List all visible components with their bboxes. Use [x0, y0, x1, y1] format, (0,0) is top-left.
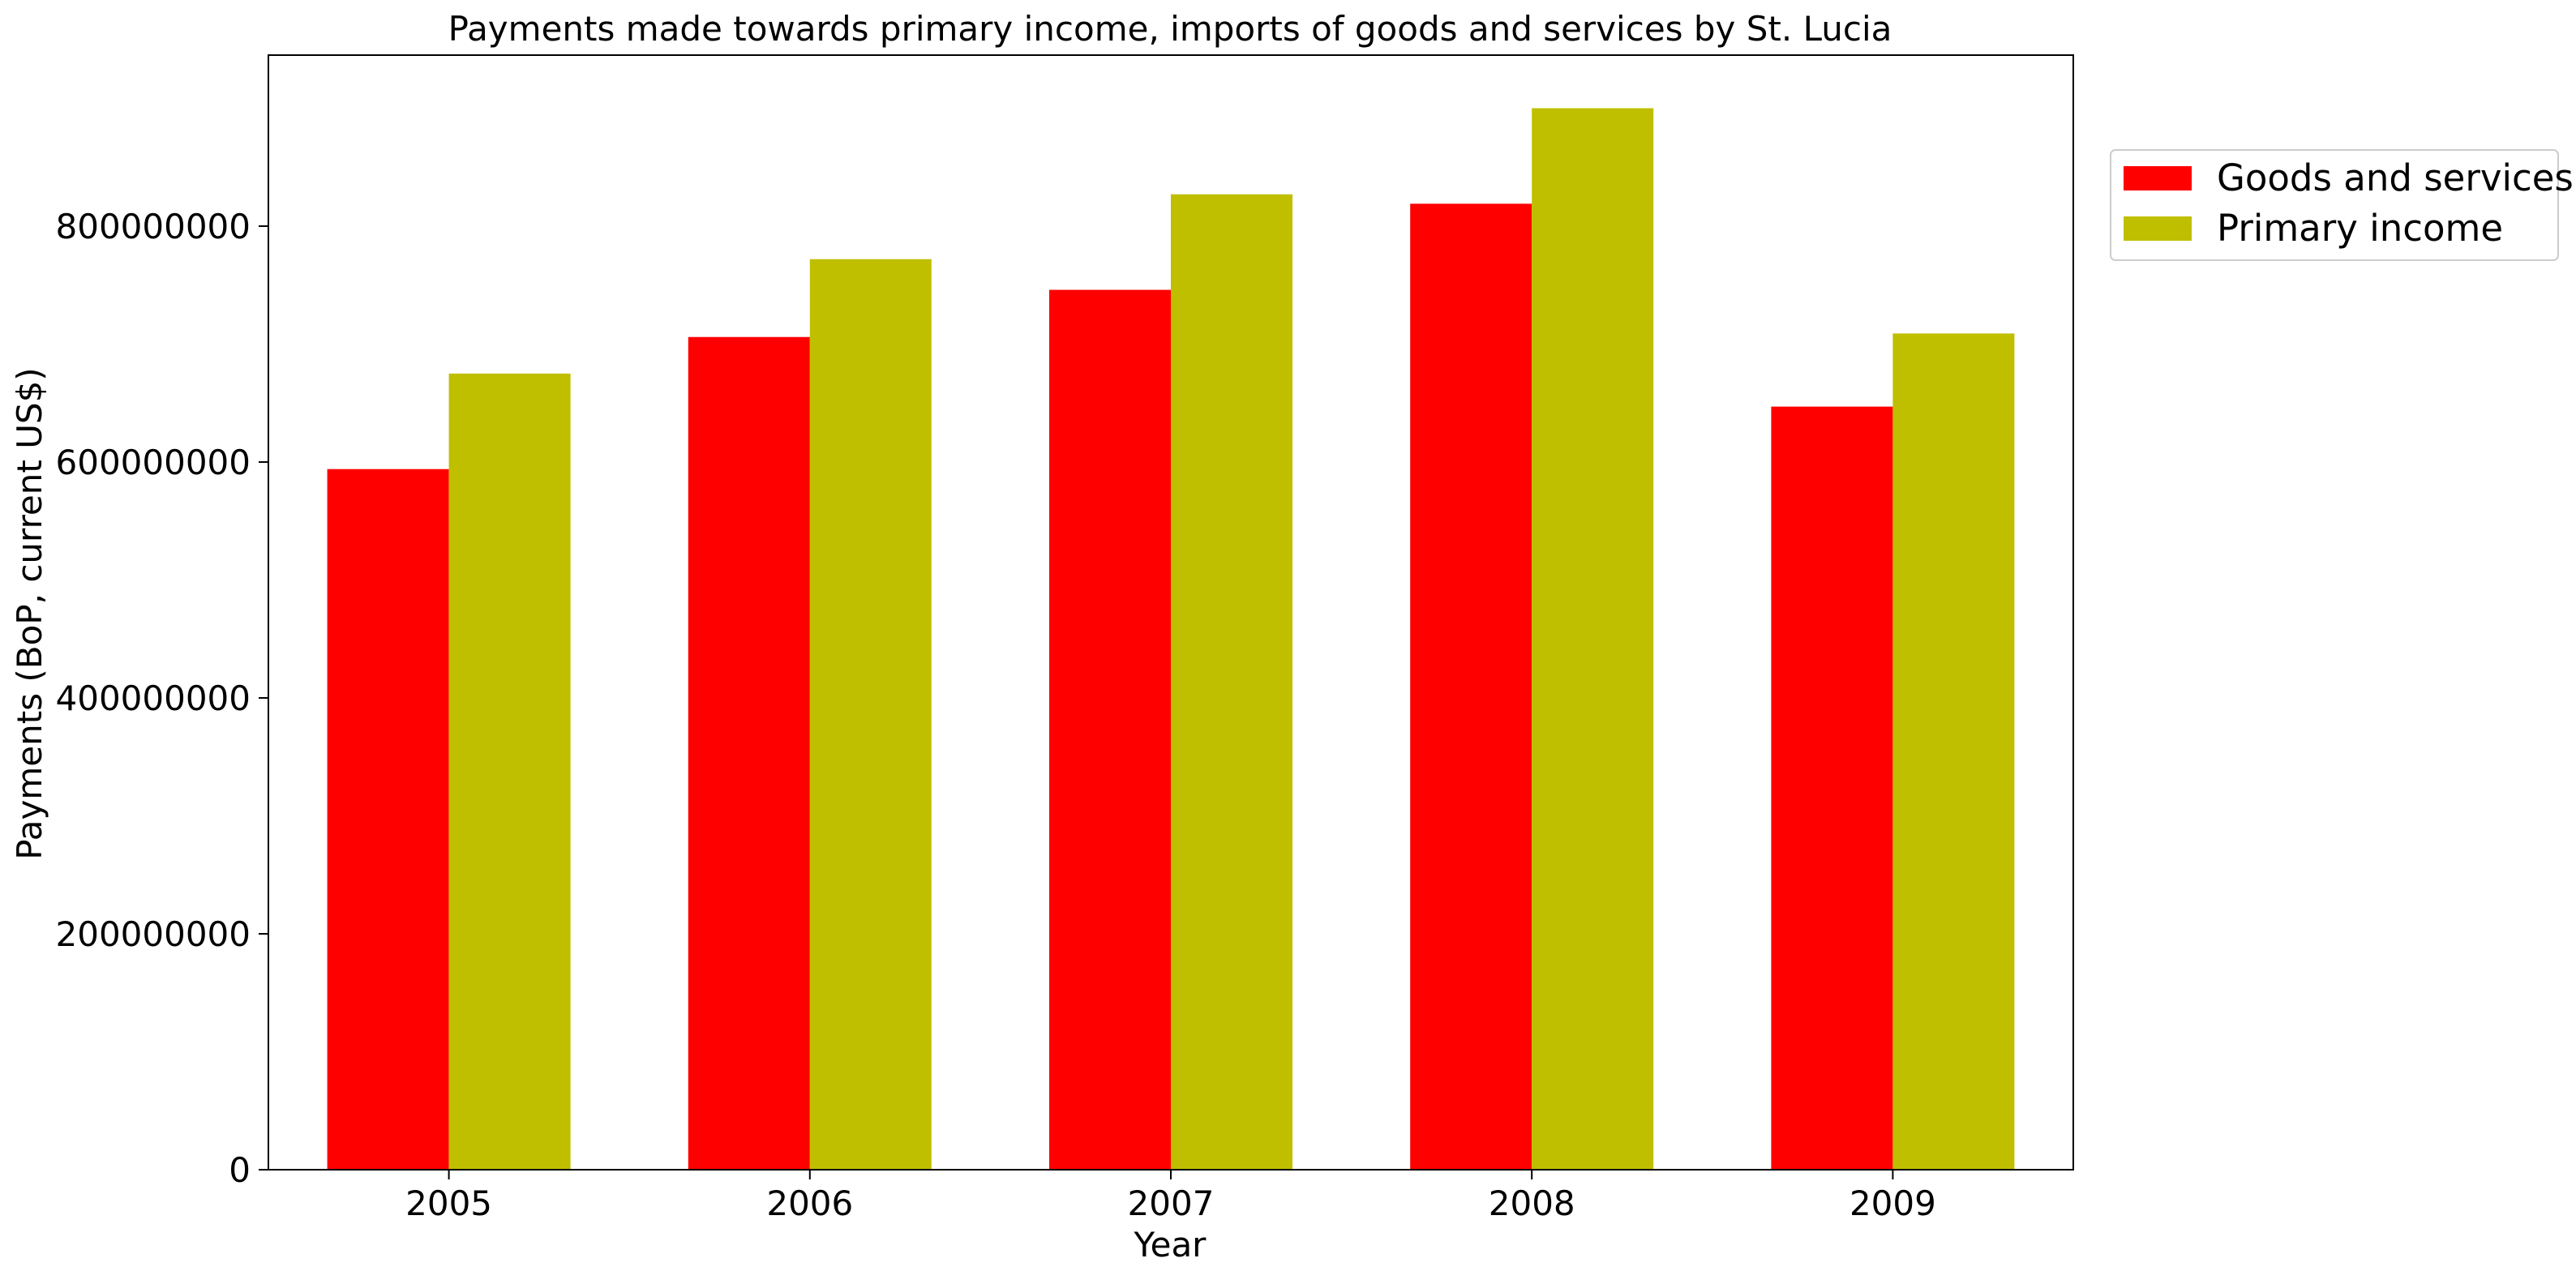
- bar-primary-income-2008: [1532, 108, 1654, 1170]
- bar-goods-and-services-2008: [1410, 203, 1532, 1170]
- bar-primary-income-2005: [448, 373, 571, 1170]
- plot-area: 2005 2006 2007 2008 2009 0 200000000 400000000 6…: [56, 54, 2074, 1223]
- bar-primary-income-2007: [1171, 194, 1292, 1170]
- x-tick-label: 2008: [1489, 1183, 1575, 1223]
- y-axis-title: Payments (BoP, current US$): [10, 367, 49, 859]
- legend-frame: [2110, 149, 2559, 261]
- legend: Goods and services Primary income: [2110, 149, 2574, 261]
- legend-label: Primary income: [2217, 207, 2503, 250]
- bar-primary-income-2009: [1892, 333, 2015, 1170]
- y-tick-label: 600000000: [56, 443, 251, 482]
- bar-primary-income-2006: [809, 259, 932, 1170]
- x-tick-label: 2005: [405, 1183, 492, 1223]
- bar-goods-and-services-2009: [1771, 406, 1893, 1170]
- bar-goods-and-services-2007: [1049, 289, 1171, 1170]
- chart-title: Payments made towards primary income, im…: [448, 9, 1892, 49]
- legend-label: Goods and services: [2217, 156, 2574, 199]
- y-tick-label: 400000000: [56, 678, 251, 718]
- bar-goods-and-services-2006: [688, 336, 810, 1170]
- y-tick-label: 200000000: [56, 914, 251, 954]
- x-tick-label: 2006: [766, 1183, 853, 1223]
- y-tick-label: 800000000: [56, 207, 251, 246]
- bar-goods-and-services-2005: [327, 469, 449, 1170]
- x-tick-label: 2007: [1128, 1183, 1215, 1223]
- x-tick-label: 2009: [1849, 1183, 1936, 1223]
- legend-swatch: [2124, 216, 2192, 241]
- x-axis-title: Year: [1134, 1225, 1207, 1265]
- y-tick-label: 0: [229, 1150, 251, 1190]
- legend-swatch: [2124, 166, 2192, 190]
